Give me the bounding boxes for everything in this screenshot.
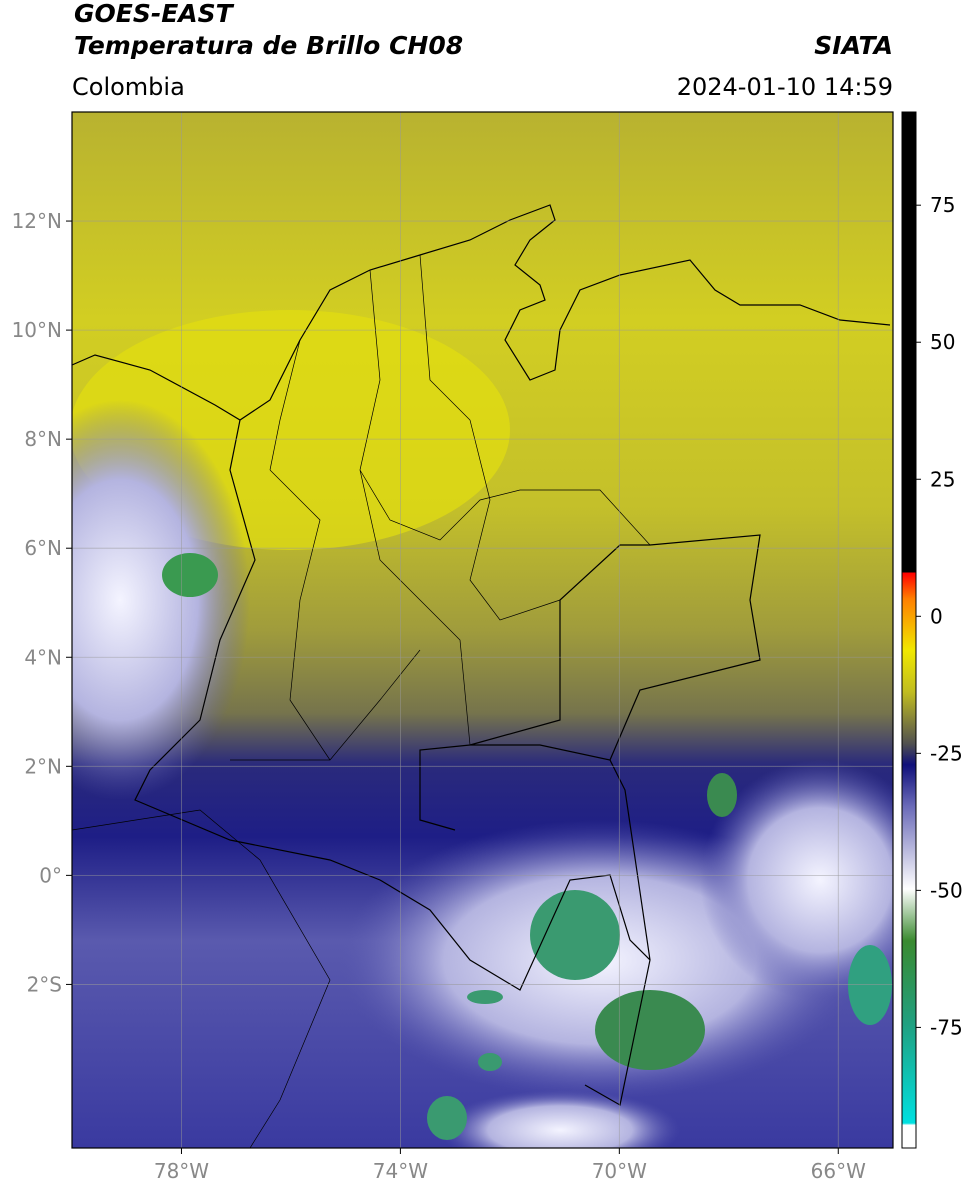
colorbar-tick-label: 0 — [930, 604, 943, 628]
x-tick-label: 78°W — [154, 1159, 209, 1183]
map-frame — [71, 111, 894, 1149]
cold-cloud — [595, 990, 705, 1070]
graticule — [72, 112, 893, 1148]
cold-cloud — [162, 553, 218, 597]
colorbar-tick-label: 25 — [930, 467, 955, 491]
subtitle: Temperatura de Brillo CH08 — [74, 31, 463, 60]
y-tick-label: 10°N — [12, 318, 62, 342]
cold-cloud — [707, 773, 737, 817]
colorbar-tick-label: -75 — [930, 1015, 963, 1039]
source: SIATA — [814, 31, 893, 60]
y-tick-label: 8°N — [24, 427, 62, 451]
country-border — [134, 419, 761, 1106]
department-border — [72, 254, 651, 1148]
y-tick-label: 2°S — [27, 972, 62, 996]
cold-cloud — [848, 945, 892, 1025]
satellite-image — [72, 112, 893, 1148]
cold-cloud — [478, 1053, 502, 1071]
cold-cloud — [530, 890, 620, 980]
y-tick-label: 2°N — [24, 754, 62, 778]
y-tick-label: 12°N — [12, 209, 62, 233]
cloud — [440, 1090, 680, 1148]
colorbar-tick-label: 50 — [930, 330, 955, 354]
x-tick-label: 70°W — [592, 1159, 647, 1183]
y-tick-label: 4°N — [24, 645, 62, 669]
datetime: 2024-01-10 14:59 — [677, 73, 893, 101]
coastline — [72, 204, 891, 421]
colorbar-tick-label: 75 — [930, 193, 955, 217]
colorbar-tick-label: -25 — [930, 741, 963, 765]
cloud — [72, 400, 250, 800]
y-tick-label: 6°N — [24, 536, 62, 560]
cold-cloud — [427, 1096, 467, 1140]
region: Colombia — [72, 73, 185, 101]
cloud — [700, 760, 893, 1000]
colorbar — [901, 111, 917, 1149]
title: GOES-EAST — [74, 0, 235, 28]
colorbar-tick-label: -50 — [930, 878, 963, 902]
cold-cloud — [467, 990, 503, 1004]
x-tick-label: 66°W — [811, 1159, 866, 1183]
y-tick-label: 0° — [39, 863, 62, 887]
x-tick-label: 74°W — [373, 1159, 428, 1183]
